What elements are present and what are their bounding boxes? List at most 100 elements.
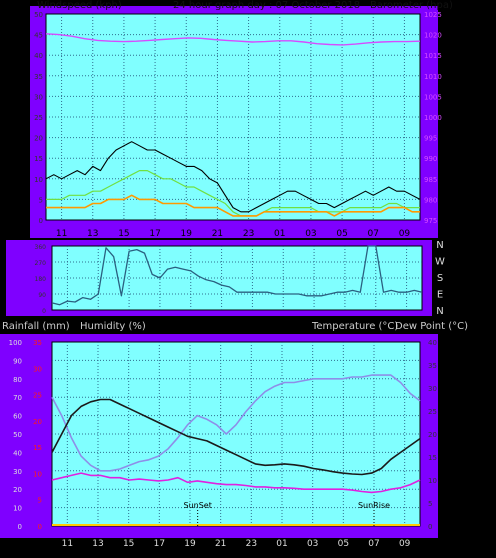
rainfall-tick-label: 30: [33, 365, 42, 373]
compass-label: S: [437, 273, 443, 284]
temp-x-tick-label: 19: [184, 539, 196, 549]
temp-x-tick-label: 21: [215, 539, 226, 549]
compass-label: W: [435, 257, 445, 268]
windspeed-tick-label: 5: [39, 196, 43, 204]
temp-x-tick-label: 13: [92, 539, 103, 549]
wind-x-tick-label: 03: [305, 229, 316, 239]
wind-average-line: [46, 170, 420, 217]
temperature-tick-label: 10: [428, 477, 437, 485]
tick-labels: 9759809859909951000100510101015102010250…: [9, 11, 445, 549]
barometer-tick-label: 995: [424, 135, 437, 143]
humidity-tick-label: 90: [13, 357, 22, 365]
compass-label: N: [436, 306, 443, 317]
temp-x-tick-label: 23: [246, 539, 257, 549]
windspeed-axis-title: Windspeed (kph): [37, 0, 122, 11]
windspeed-tick-label: 40: [34, 52, 43, 60]
windspeed-line: [45, 141, 421, 213]
humidity-tick-label: 10: [13, 505, 22, 513]
barometer-axis-title: Barometer (hpa): [370, 0, 453, 11]
wind-x-tick-label: 07: [368, 229, 379, 239]
windspeed-tick-label: 45: [34, 32, 43, 40]
temp-x-tick-label: 17: [154, 539, 165, 549]
wind-plot-area: [45, 13, 421, 221]
direction-tick-label: 0: [42, 308, 46, 315]
barometer-tick-label: 980: [424, 196, 437, 204]
humidity-tick-label: 80: [13, 376, 22, 384]
rainfall-tick-label: 5: [38, 497, 42, 505]
rainfall-tick-label: 20: [33, 418, 42, 426]
humidity-tick-label: 50: [13, 431, 22, 439]
dewpoint-line: [51, 472, 421, 494]
temperature-tick-label: 0: [428, 523, 432, 531]
temp-x-tick-label: 05: [338, 539, 349, 549]
temperature-tick-label: 20: [428, 431, 437, 439]
barometer-tick-label: 1025: [424, 11, 442, 19]
windspeed-tick-label: 25: [34, 114, 43, 122]
compass-label: N: [436, 240, 443, 251]
dewpoint-axis-title: Dew Point (°C): [395, 321, 469, 332]
barometer-tick-label: 990: [424, 155, 437, 163]
barometer-tick-label: 975: [424, 217, 437, 225]
humidity-tick-label: 60: [13, 413, 22, 421]
humidity-tick-label: 0: [18, 523, 22, 531]
rainfall-tick-label: 25: [33, 392, 42, 400]
temp-x-tick-label: 09: [399, 539, 411, 549]
humidity-tick-label: 40: [13, 449, 22, 457]
direction-tick-label: 360: [35, 244, 47, 251]
rainfall-axis-title: Rainfall (mm): [2, 321, 70, 332]
barometer-tick-label: 1005: [424, 93, 442, 101]
humidity-line: [51, 374, 421, 472]
humidity-tick-label: 30: [13, 468, 22, 476]
temperature-tick-label: 35: [428, 362, 437, 370]
temperature-line: [51, 398, 421, 476]
barometer-tick-label: 1010: [424, 73, 442, 81]
series-lines: [45, 33, 423, 526]
rainfall-tick-label: 10: [33, 470, 42, 478]
humidity-axis-title: Humidity (%): [80, 321, 146, 332]
wind-x-tick-label: 11: [56, 229, 67, 239]
wind-x-tick-label: 13: [87, 229, 98, 239]
wind-x-tick-label: 19: [181, 229, 193, 239]
wind-gust-line: [46, 194, 420, 217]
temperature-tick-label: 5: [428, 500, 432, 508]
temp-x-tick-label: 03: [307, 539, 318, 549]
wind-x-tick-label: 17: [149, 229, 160, 239]
humidity-tick-label: 20: [13, 486, 22, 494]
temperature-tick-label: 30: [428, 385, 437, 393]
wind-x-tick-label: 05: [336, 229, 347, 239]
grid-lines: [46, 14, 422, 526]
rainfall-tick-label: 0: [38, 523, 42, 531]
temperature-tick-label: 40: [428, 339, 437, 347]
rainfall-tick-label: 35: [33, 339, 42, 347]
windspeed-tick-label: 10: [34, 176, 43, 184]
temperature-tick-label: 15: [428, 454, 437, 462]
direction-tick-label: 90: [38, 292, 46, 299]
barometer-tick-label: 1000: [424, 114, 442, 122]
humidity-tick-label: 70: [13, 394, 22, 402]
compass-label: E: [437, 290, 443, 301]
rainfall-tick-label: 15: [33, 444, 42, 452]
wind-direction-line: [51, 245, 423, 306]
windspeed-tick-label: 20: [34, 135, 43, 143]
annotation-label: SunRise: [358, 501, 390, 510]
direction-tick-label: 270: [35, 260, 47, 267]
windspeed-tick-label: 35: [34, 73, 43, 81]
wind-x-tick-label: 15: [118, 229, 129, 239]
temp-x-tick-label: 01: [276, 539, 287, 549]
windspeed-tick-label: 0: [39, 217, 43, 225]
barometer-tick-label: 1015: [424, 52, 442, 60]
windspeed-tick-label: 50: [34, 11, 43, 19]
temp-x-tick-label: 11: [62, 539, 73, 549]
windspeed-tick-label: 15: [34, 155, 43, 163]
barometer-line: [45, 33, 421, 46]
annotation-label: SunSet: [183, 501, 211, 510]
chart-title: 24 hour graph day : 07 October 2018: [173, 0, 361, 11]
wind-x-tick-label: 09: [399, 229, 411, 239]
wind-x-tick-label: 01: [274, 229, 285, 239]
barometer-tick-label: 985: [424, 176, 437, 184]
temperature-axis-title: Temperature (°C): [312, 321, 399, 332]
temperature-tick-label: 25: [428, 408, 437, 416]
direction-tick-label: 180: [35, 276, 47, 283]
windspeed-tick-label: 30: [34, 93, 43, 101]
